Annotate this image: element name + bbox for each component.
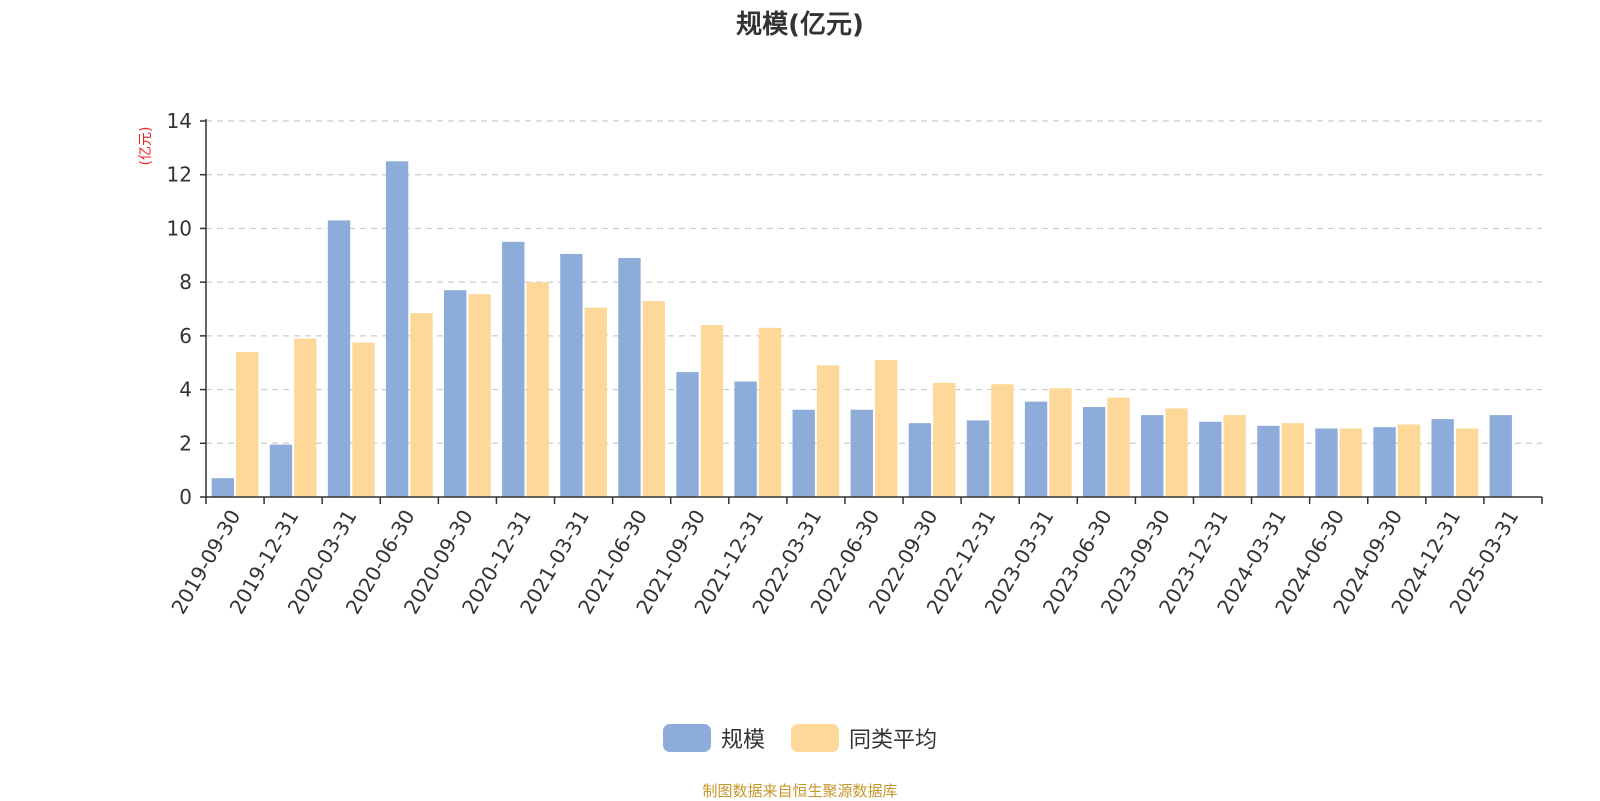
- bar-scale[interactable]: [850, 409, 873, 497]
- y-tick-label: 0: [179, 485, 192, 509]
- source-note: 制图数据来自恒生聚源数据库: [702, 782, 898, 800]
- bar-scale[interactable]: [1257, 425, 1280, 497]
- bar-peer-average[interactable]: [294, 338, 317, 497]
- bar-peer-average[interactable]: [468, 294, 491, 497]
- y-tick-label: 4: [179, 378, 192, 402]
- bar-peer-average[interactable]: [352, 342, 375, 497]
- bar-scale[interactable]: [269, 444, 293, 497]
- bar-scale[interactable]: [444, 290, 467, 497]
- bar-peer-average[interactable]: [1049, 388, 1072, 497]
- bar-peer-average[interactable]: [700, 325, 724, 497]
- bar-scale[interactable]: [1024, 401, 1048, 497]
- bar-scale[interactable]: [1315, 428, 1338, 497]
- bar-peer-average[interactable]: [1455, 428, 1479, 497]
- bar-scale[interactable]: [1489, 415, 1512, 497]
- bar-peer-average[interactable]: [584, 307, 607, 497]
- bar-scale[interactable]: [966, 420, 990, 497]
- legend: 规模 同类平均: [0, 722, 1600, 754]
- bar-peer-average[interactable]: [816, 365, 840, 497]
- bar-scale[interactable]: [618, 257, 641, 497]
- legend-item-scale[interactable]: 规模: [662, 722, 765, 754]
- bar-peer-average[interactable]: [236, 351, 259, 497]
- bar-scale[interactable]: [1141, 415, 1164, 497]
- bar-scale[interactable]: [734, 381, 757, 497]
- bar-scale[interactable]: [1199, 421, 1222, 497]
- legend-swatch-peer-average: [791, 724, 839, 752]
- legend-label-scale: 规模: [720, 728, 765, 753]
- legend-label-peer-average: 同类平均: [849, 728, 938, 753]
- bar-peer-average[interactable]: [1223, 415, 1246, 497]
- bar-scale[interactable]: [327, 220, 351, 497]
- bar-scale[interactable]: [676, 372, 699, 497]
- bar-peer-average[interactable]: [991, 384, 1014, 497]
- y-tick-label: 14: [167, 109, 192, 133]
- bar-peer-average[interactable]: [758, 327, 782, 497]
- bar-scale[interactable]: [1373, 427, 1396, 497]
- bar-peer-average[interactable]: [1107, 397, 1130, 497]
- y-tick-label: 2: [179, 431, 192, 455]
- bar-scale[interactable]: [1431, 419, 1454, 497]
- bar-scale[interactable]: [502, 241, 525, 497]
- bars: [211, 161, 1512, 498]
- chart-title: 规模(亿元): [736, 10, 864, 40]
- bar-scale[interactable]: [385, 161, 409, 498]
- bar-peer-average[interactable]: [875, 360, 898, 497]
- bar-peer-average[interactable]: [1165, 408, 1188, 497]
- bar-scale[interactable]: [1082, 407, 1106, 497]
- y-tick-label: 6: [179, 324, 192, 348]
- y-tick-label: 10: [167, 216, 192, 240]
- y-tick-label: 12: [167, 163, 192, 187]
- bar-scale[interactable]: [792, 409, 815, 497]
- y-axis-label: (亿元): [138, 127, 154, 166]
- legend-swatch-scale: [662, 724, 711, 752]
- bar-peer-average[interactable]: [526, 282, 549, 497]
- bar-scale[interactable]: [211, 478, 235, 497]
- bar-peer-average[interactable]: [1281, 423, 1304, 497]
- bar-scale[interactable]: [560, 253, 583, 497]
- bar-peer-average[interactable]: [933, 382, 956, 497]
- legend-item-peer-average[interactable]: 同类平均: [791, 722, 937, 754]
- bar-peer-average[interactable]: [1339, 428, 1363, 497]
- bar-peer-average[interactable]: [1397, 424, 1421, 497]
- bar-peer-average[interactable]: [410, 313, 433, 497]
- bar-scale[interactable]: [908, 423, 932, 497]
- y-tick-label: 8: [179, 270, 192, 294]
- bar-peer-average[interactable]: [642, 300, 666, 497]
